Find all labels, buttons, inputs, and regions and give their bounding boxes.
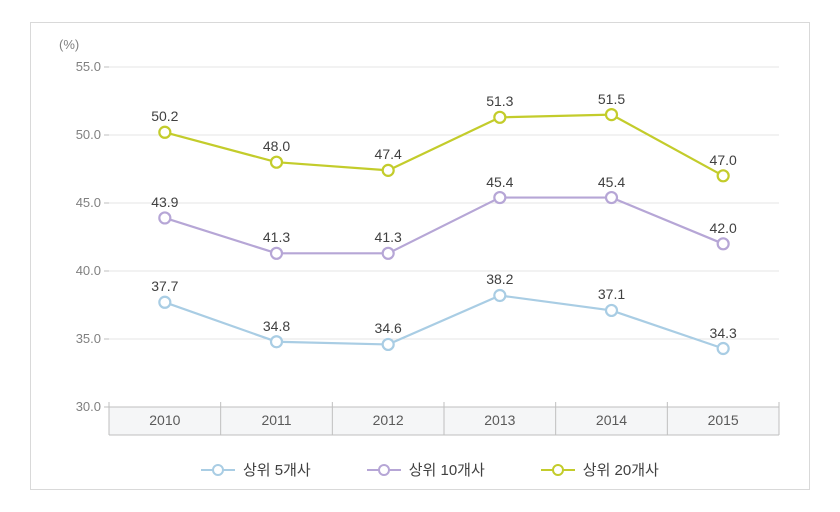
data-label: 38.2 (486, 271, 513, 287)
x-tick-label: 2012 (373, 412, 404, 428)
y-tick-label: 40.0 (61, 263, 101, 278)
data-label: 34.3 (710, 325, 737, 341)
chart-panel: (%) 30.0 35.0 40.0 45.0 50.0 55.0 2010 2011 201… (30, 22, 810, 490)
legend-marker-icon (367, 463, 401, 477)
x-tick-label: 2015 (708, 412, 739, 428)
legend-item: 상위 20개사 (541, 459, 659, 480)
data-label: 51.3 (486, 93, 513, 109)
data-label: 43.9 (151, 194, 178, 210)
data-label: 34.8 (263, 318, 290, 334)
data-label: 47.4 (375, 146, 402, 162)
y-tick-label: 50.0 (61, 127, 101, 142)
x-tick-label: 2010 (149, 412, 180, 428)
chart-frame: (%) 30.0 35.0 40.0 45.0 50.0 55.0 2010 2011 201… (0, 0, 840, 512)
plot-area (109, 67, 779, 435)
data-label: 50.2 (151, 108, 178, 124)
data-label: 41.3 (263, 229, 290, 245)
legend-label: 상위 20개사 (583, 459, 659, 480)
legend-marker-icon (201, 463, 235, 477)
y-tick-label: 35.0 (61, 331, 101, 346)
x-tick-label: 2013 (484, 412, 515, 428)
data-label: 51.5 (598, 91, 625, 107)
legend-marker-icon (541, 463, 575, 477)
y-tick-label: 55.0 (61, 59, 101, 74)
legend-label: 상위 10개사 (409, 459, 485, 480)
data-label: 37.1 (598, 286, 625, 302)
data-label: 42.0 (710, 220, 737, 236)
legend-item: 상위 10개사 (367, 459, 485, 480)
data-label: 45.4 (598, 174, 625, 190)
data-label: 34.6 (375, 320, 402, 336)
x-tick-label: 2011 (261, 412, 291, 428)
data-label: 37.7 (151, 278, 178, 294)
data-label: 41.3 (375, 229, 402, 245)
legend: 상위 5개사 상위 10개사 상위 20개사 (201, 459, 659, 480)
y-tick-label: 30.0 (61, 399, 101, 414)
y-axis-title: (%) (59, 37, 79, 52)
data-label: 45.4 (486, 174, 513, 190)
x-tick-label: 2014 (596, 412, 627, 428)
legend-item: 상위 5개사 (201, 459, 311, 480)
data-label: 47.0 (710, 152, 737, 168)
y-tick-label: 45.0 (61, 195, 101, 210)
data-label: 48.0 (263, 138, 290, 154)
legend-label: 상위 5개사 (243, 459, 311, 480)
